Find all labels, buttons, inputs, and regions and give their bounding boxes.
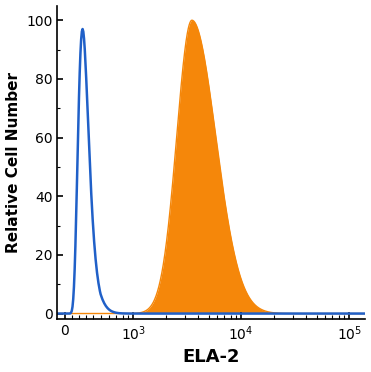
X-axis label: ELA-2: ELA-2: [183, 349, 240, 366]
Y-axis label: Relative Cell Number: Relative Cell Number: [6, 72, 20, 253]
